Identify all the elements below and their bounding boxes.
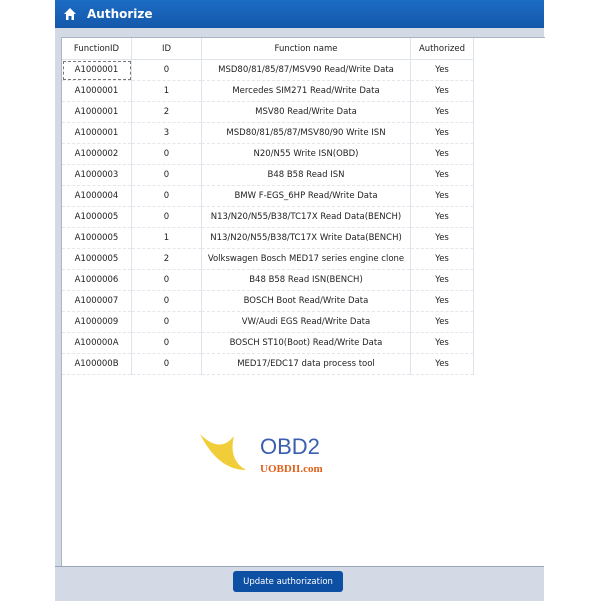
authorized-cell[interactable]: Yes bbox=[410, 311, 474, 333]
id-cell[interactable]: 2 bbox=[131, 101, 202, 123]
id-cell[interactable]: 0 bbox=[131, 143, 202, 165]
table-row[interactable]: A100000A 0 BOSCH ST10(Boot) Read/Write Dat… bbox=[62, 332, 474, 354]
table-row[interactable]: A1000005 1 N13/N20/N55/B38/TC17X Write Dat… bbox=[62, 227, 474, 249]
id-cell[interactable]: 0 bbox=[131, 59, 202, 81]
function-id-cell[interactable]: A1000002 bbox=[62, 143, 132, 165]
id-cell[interactable]: 1 bbox=[131, 80, 202, 102]
function-table-panel: FunctionID ID Function name Authorized A… bbox=[61, 37, 545, 567]
column-header-authorized[interactable]: Authorized bbox=[410, 38, 474, 60]
authorized-cell[interactable]: Yes bbox=[410, 248, 474, 270]
column-header-functionid[interactable]: FunctionID bbox=[62, 38, 132, 60]
function-id-cell[interactable]: A1000007 bbox=[62, 290, 132, 312]
function-name-cell[interactable]: N13/N20/N55/B38/TC17X Write Data(BENCH) bbox=[201, 227, 411, 249]
column-header-id[interactable]: ID bbox=[131, 38, 202, 60]
authorized-cell[interactable]: Yes bbox=[410, 206, 474, 228]
authorized-cell[interactable]: Yes bbox=[410, 185, 474, 207]
function-name-cell[interactable]: MSD80/81/85/87/MSV80/90 Write ISN bbox=[201, 122, 411, 144]
authorized-cell[interactable]: Yes bbox=[410, 332, 474, 354]
id-cell[interactable]: 0 bbox=[131, 353, 202, 375]
authorized-cell[interactable]: Yes bbox=[410, 353, 474, 375]
column-header-function-name[interactable]: Function name bbox=[201, 38, 411, 60]
authorized-cell[interactable]: Yes bbox=[410, 80, 474, 102]
function-name-cell[interactable]: BOSCH ST10(Boot) Read/Write Data bbox=[201, 332, 411, 354]
function-id-cell[interactable]: A100000B bbox=[62, 353, 132, 375]
function-name-cell[interactable]: MSV80 Read/Write Data bbox=[201, 101, 411, 123]
table-row[interactable]: A100000B 0 MED17/EDC17 data process tool Ye… bbox=[62, 353, 474, 375]
id-cell[interactable]: 0 bbox=[131, 185, 202, 207]
bottom-bar: Update authorization bbox=[55, 566, 544, 601]
function-name-cell[interactable]: Volkswagen Bosch MED17 series engine clo… bbox=[201, 248, 411, 270]
function-id-cell[interactable]: A1000004 bbox=[62, 185, 132, 207]
function-name-cell[interactable]: MSD80/81/85/87/MSV90 Read/Write Data bbox=[201, 59, 411, 81]
function-name-cell[interactable]: Mercedes SIM271 Read/Write Data bbox=[201, 80, 411, 102]
table-row[interactable]: A1000001 0 MSD80/81/85/87/MSV90 Read/Write… bbox=[62, 59, 474, 81]
function-id-cell[interactable]: A1000005 bbox=[62, 206, 132, 228]
function-name-cell[interactable]: B48 B58 Read ISN bbox=[201, 164, 411, 186]
authorized-cell[interactable]: Yes bbox=[410, 164, 474, 186]
function-name-cell[interactable]: MED17/EDC17 data process tool bbox=[201, 353, 411, 375]
authorize-window: Authorize FunctionID ID Function name Au… bbox=[55, 0, 545, 601]
function-table: FunctionID ID Function name Authorized A… bbox=[62, 38, 474, 375]
authorized-cell[interactable]: Yes bbox=[410, 59, 474, 81]
table-row[interactable]: A1000004 0 BMW F-EGS_6HP Read/Write Data Ye… bbox=[62, 185, 474, 207]
function-id-cell[interactable]: A100000A bbox=[62, 332, 132, 354]
function-id-cell[interactable]: A1000006 bbox=[62, 269, 132, 291]
function-name-cell[interactable]: BOSCH Boot Read/Write Data bbox=[201, 290, 411, 312]
title-bar: Authorize bbox=[55, 0, 544, 28]
id-cell[interactable]: 0 bbox=[131, 290, 202, 312]
table-row[interactable]: A1000009 0 VW/Audi EGS Read/Write Data Yes bbox=[62, 311, 474, 333]
function-id-cell[interactable]: A1000001 bbox=[62, 122, 132, 144]
authorized-cell[interactable]: Yes bbox=[410, 122, 474, 144]
id-cell[interactable]: 0 bbox=[131, 311, 202, 333]
function-id-cell[interactable]: A1000001 bbox=[62, 101, 132, 123]
table-row[interactable]: A1000003 0 B48 B58 Read ISN Yes bbox=[62, 164, 474, 186]
id-cell[interactable]: 3 bbox=[131, 122, 202, 144]
function-name-cell[interactable]: B48 B58 Read ISN(BENCH) bbox=[201, 269, 411, 291]
table-row[interactable]: A1000006 0 B48 B58 Read ISN(BENCH) Yes bbox=[62, 269, 474, 291]
function-id-cell[interactable]: A1000005 bbox=[62, 227, 132, 249]
update-authorization-button[interactable]: Update authorization bbox=[233, 571, 343, 592]
function-id-cell[interactable]: A1000001 bbox=[62, 80, 132, 102]
function-name-cell[interactable]: N13/N20/N55/B38/TC17X Read Data(BENCH) bbox=[201, 206, 411, 228]
function-id-cell[interactable]: A1000005 bbox=[62, 248, 132, 270]
table-row[interactable]: A1000001 2 MSV80 Read/Write Data Yes bbox=[62, 101, 474, 123]
function-name-cell[interactable]: BMW F-EGS_6HP Read/Write Data bbox=[201, 185, 411, 207]
authorized-cell[interactable]: Yes bbox=[410, 143, 474, 165]
authorized-cell[interactable]: Yes bbox=[410, 290, 474, 312]
id-cell[interactable]: 0 bbox=[131, 269, 202, 291]
table-row[interactable]: A1000001 3 MSD80/81/85/87/MSV80/90 Write I… bbox=[62, 122, 474, 144]
table-header: FunctionID ID Function name Authorized bbox=[62, 38, 474, 60]
id-cell[interactable]: 0 bbox=[131, 164, 202, 186]
window-title: Authorize bbox=[87, 7, 153, 21]
table-row[interactable]: A1000002 0 N20/N55 Write ISN(OBD) Yes bbox=[62, 143, 474, 165]
id-cell[interactable]: 0 bbox=[131, 206, 202, 228]
id-cell[interactable]: 0 bbox=[131, 332, 202, 354]
function-id-cell[interactable]: A1000001 bbox=[62, 59, 132, 81]
id-cell[interactable]: 2 bbox=[131, 248, 202, 270]
function-id-cell[interactable]: A1000009 bbox=[62, 311, 132, 333]
function-name-cell[interactable]: N20/N55 Write ISN(OBD) bbox=[201, 143, 411, 165]
function-name-cell[interactable]: VW/Audi EGS Read/Write Data bbox=[201, 311, 411, 333]
authorized-cell[interactable]: Yes bbox=[410, 101, 474, 123]
table-row[interactable]: A1000005 2 Volkswagen Bosch MED17 series e… bbox=[62, 248, 474, 270]
table-row[interactable]: A1000005 0 N13/N20/N55/B38/TC17X Read Data… bbox=[62, 206, 474, 228]
home-icon bbox=[64, 8, 76, 20]
table-row[interactable]: A1000007 0 BOSCH Boot Read/Write Data Yes bbox=[62, 290, 474, 312]
table-row[interactable]: A1000001 1 Mercedes SIM271 Read/Write Data… bbox=[62, 80, 474, 102]
function-id-cell[interactable]: A1000003 bbox=[62, 164, 132, 186]
id-cell[interactable]: 1 bbox=[131, 227, 202, 249]
authorized-cell[interactable]: Yes bbox=[410, 227, 474, 249]
authorized-cell[interactable]: Yes bbox=[410, 269, 474, 291]
